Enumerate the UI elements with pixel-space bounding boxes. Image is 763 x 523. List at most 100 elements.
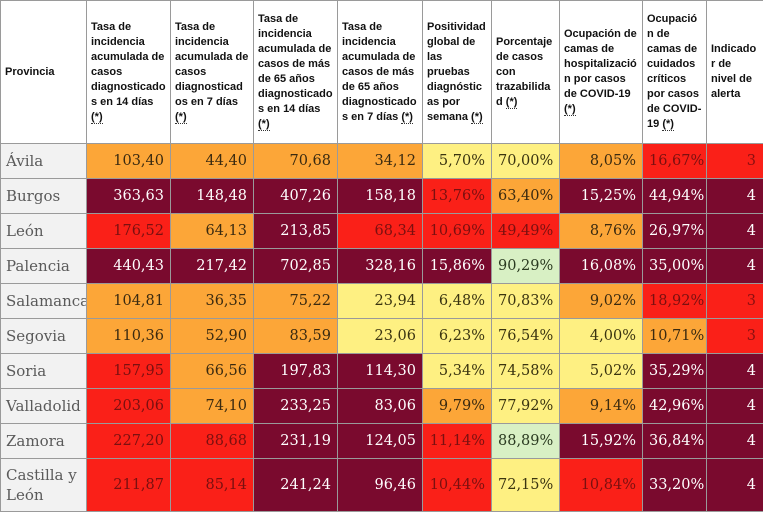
cell-traceability: 49,49% (491, 213, 560, 249)
cell-incidence-65-14d: 407,26 (253, 178, 338, 214)
header-row: Provincia Tasa de incidencia acumulada d… (0, 0, 763, 144)
header-traceability: Porcentaje de casos con trazabilidad (*) (491, 0, 560, 144)
table-row: Palencia 440,43 217,42 702,85 328,16 15,… (0, 248, 763, 284)
cell-positivity: 15,86% (422, 248, 492, 284)
cell-positivity: 5,70% (422, 143, 492, 179)
cell-hospital-occupancy: 16,08% (559, 248, 643, 284)
header-hospital-occupancy: Ocupación de camas de hospitalización po… (559, 0, 643, 144)
cell-hospital-occupancy: 4,00% (559, 318, 643, 354)
cell-traceability: 90,29% (491, 248, 560, 284)
cell-traceability: 70,83% (491, 283, 560, 319)
cell-incidence-7d: 85,14 (170, 458, 254, 512)
footnote-ref[interactable]: (*) (662, 118, 674, 131)
cell-icu-occupancy: 18,92% (642, 283, 707, 319)
cell-incidence-7d: 66,56 (170, 353, 254, 389)
province-name: Segovia (0, 318, 87, 354)
cell-positivity: 5,34% (422, 353, 492, 389)
cell-alert-level: 4 (706, 388, 763, 424)
cell-incidence-7d: 88,68 (170, 423, 254, 459)
cell-icu-occupancy: 33,20% (642, 458, 707, 512)
cell-alert-level: 3 (706, 318, 763, 354)
cell-traceability: 77,92% (491, 388, 560, 424)
footnote-ref[interactable]: (*) (505, 95, 518, 109)
cell-incidence-14d: 176,52 (86, 213, 171, 249)
province-name: Palencia (0, 248, 87, 284)
footnote-ref[interactable]: (*) (401, 110, 413, 124)
cell-incidence-65-14d: 75,22 (253, 283, 338, 319)
cell-traceability: 72,15% (491, 458, 560, 512)
cell-incidence-14d: 440,43 (86, 248, 171, 284)
table-row: Segovia 110,36 52,90 83,59 23,06 6,23% 7… (0, 318, 763, 354)
cell-positivity: 6,48% (422, 283, 492, 319)
table-row: Salamanca 104,81 36,35 75,22 23,94 6,48%… (0, 283, 763, 319)
cell-incidence-14d: 103,40 (86, 143, 171, 179)
cell-incidence-65-7d: 158,18 (337, 178, 423, 214)
cell-alert-level: 3 (706, 143, 763, 179)
footnote-ref[interactable]: (*) (564, 103, 576, 116)
cell-incidence-65-14d: 241,24 (253, 458, 338, 512)
cell-incidence-65-7d: 114,30 (337, 353, 423, 389)
cell-icu-occupancy: 42,96% (642, 388, 707, 424)
cell-incidence-65-7d: 328,16 (337, 248, 423, 284)
cell-incidence-65-7d: 68,34 (337, 213, 423, 249)
cell-hospital-occupancy: 15,92% (559, 423, 643, 459)
header-incidence-14d: Tasa de incidencia acumulada de casos di… (86, 0, 171, 144)
cell-hospital-occupancy: 9,02% (559, 283, 643, 319)
cell-traceability: 74,58% (491, 353, 560, 389)
cell-icu-occupancy: 35,00% (642, 248, 707, 284)
cell-incidence-65-7d: 124,05 (337, 423, 423, 459)
cell-incidence-65-14d: 197,83 (253, 353, 338, 389)
cell-incidence-65-7d: 23,94 (337, 283, 423, 319)
header-provincia: Provincia (0, 0, 87, 144)
cell-incidence-7d: 36,35 (170, 283, 254, 319)
table-row: Zamora 227,20 88,68 231,19 124,05 11,14%… (0, 423, 763, 459)
table-row: Valladolid 203,06 74,10 233,25 83,06 9,7… (0, 388, 763, 424)
cell-incidence-14d: 211,87 (86, 458, 171, 512)
cell-alert-level: 4 (706, 213, 763, 249)
cell-positivity: 11,14% (422, 423, 492, 459)
cell-alert-level: 4 (706, 248, 763, 284)
header-positivity: Positividad global de las pruebas diagnó… (422, 0, 492, 144)
province-name: Castilla y León (0, 458, 87, 512)
cell-incidence-14d: 227,20 (86, 423, 171, 459)
province-name: Soria (0, 353, 87, 389)
cell-icu-occupancy: 26,97% (642, 213, 707, 249)
covid-indicators-table: Provincia Tasa de incidencia acumulada d… (0, 0, 763, 512)
table-row: Castilla y León 211,87 85,14 241,24 96,4… (0, 458, 763, 512)
header-alert-level: Indicador de nivel de alerta (706, 0, 763, 144)
cell-icu-occupancy: 35,29% (642, 353, 707, 389)
cell-incidence-7d: 74,10 (170, 388, 254, 424)
cell-incidence-14d: 157,95 (86, 353, 171, 389)
cell-alert-level: 3 (706, 283, 763, 319)
cell-icu-occupancy: 44,94% (642, 178, 707, 214)
cell-incidence-14d: 203,06 (86, 388, 171, 424)
cell-incidence-14d: 363,63 (86, 178, 171, 214)
cell-incidence-65-14d: 702,85 (253, 248, 338, 284)
province-name: Zamora (0, 423, 87, 459)
cell-incidence-65-7d: 83,06 (337, 388, 423, 424)
cell-hospital-occupancy: 8,76% (559, 213, 643, 249)
cell-incidence-7d: 52,90 (170, 318, 254, 354)
cell-incidence-65-7d: 34,12 (337, 143, 423, 179)
table-row: Ávila 103,40 44,40 70,68 34,12 5,70% 70,… (0, 143, 763, 179)
cell-alert-level: 4 (706, 353, 763, 389)
cell-hospital-occupancy: 8,05% (559, 143, 643, 179)
footnote-ref[interactable]: (*) (175, 110, 187, 124)
cell-traceability: 88,89% (491, 423, 560, 459)
province-name: Burgos (0, 178, 87, 214)
cell-hospital-occupancy: 5,02% (559, 353, 643, 389)
province-name: Salamanca (0, 283, 87, 319)
header-icu-occupancy: Ocupación de camas de cuidados críticos … (642, 0, 707, 144)
cell-incidence-7d: 217,42 (170, 248, 254, 284)
footnote-ref[interactable]: (*) (471, 110, 483, 124)
table-row: Burgos 363,63 148,48 407,26 158,18 13,76… (0, 178, 763, 214)
cell-alert-level: 4 (706, 423, 763, 459)
cell-incidence-14d: 104,81 (86, 283, 171, 319)
table-row: Soria 157,95 66,56 197,83 114,30 5,34% 7… (0, 353, 763, 389)
cell-hospital-occupancy: 9,14% (559, 388, 643, 424)
footnote-ref[interactable]: (*) (258, 118, 270, 131)
cell-incidence-65-14d: 83,59 (253, 318, 338, 354)
province-name: León (0, 213, 87, 249)
header-incidence-65-14d: Tasa de incidencia acumulada de casos de… (253, 0, 338, 144)
footnote-ref[interactable]: (*) (91, 110, 103, 124)
